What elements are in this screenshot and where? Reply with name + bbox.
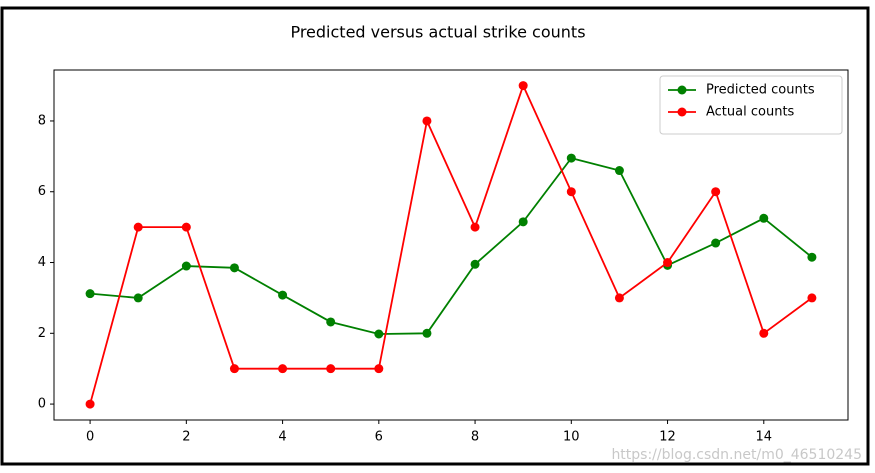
data-point <box>807 252 817 262</box>
legend-label: Actual counts <box>706 105 795 120</box>
data-point <box>181 222 191 232</box>
plot-area <box>53 69 849 421</box>
data-point <box>470 222 480 232</box>
y-tick-label: 4 <box>38 255 46 270</box>
data-point <box>663 258 673 268</box>
data-point <box>229 364 239 374</box>
data-point <box>566 187 576 197</box>
data-point <box>470 259 480 269</box>
x-tick-label: 14 <box>756 430 773 445</box>
x-tick-label: 10 <box>563 430 580 445</box>
data-point <box>85 399 95 409</box>
legend-box <box>659 75 843 135</box>
chart-title: Predicted versus actual strike counts <box>290 23 585 42</box>
x-tick-label: 12 <box>659 430 676 445</box>
data-point <box>614 166 624 176</box>
x-tick-label: 0 <box>86 430 94 445</box>
data-point <box>85 289 95 299</box>
frame <box>0 6 870 466</box>
data-point <box>807 293 817 303</box>
data-point <box>614 293 624 303</box>
data-point <box>422 116 432 126</box>
data-point <box>422 328 432 338</box>
data-point <box>759 213 769 223</box>
x-tick-label: 8 <box>471 430 479 445</box>
data-point <box>518 217 528 227</box>
data-point <box>181 261 191 271</box>
x-tick-label: 4 <box>278 430 286 445</box>
data-point <box>711 238 721 248</box>
data-point <box>759 328 769 338</box>
data-point <box>133 293 143 303</box>
data-point <box>374 329 384 339</box>
data-point <box>711 187 721 197</box>
legend-marker <box>677 85 687 95</box>
data-point <box>326 317 336 327</box>
y-tick-label: 2 <box>38 326 46 341</box>
data-point <box>133 222 143 232</box>
watermark: https://blog.csdn.net/m0_46510245 <box>611 447 862 463</box>
data-point <box>278 364 288 374</box>
legend-marker <box>677 107 687 117</box>
series-line <box>89 83 813 405</box>
legend-label: Predicted counts <box>706 83 815 98</box>
data-point <box>374 364 384 374</box>
data-point <box>229 263 239 273</box>
series-line <box>90 157 813 335</box>
x-tick-label: 2 <box>182 430 190 445</box>
data-point <box>566 153 576 163</box>
data-point <box>518 81 528 91</box>
x-tick-label: 6 <box>375 430 383 445</box>
data-point <box>326 364 336 374</box>
y-tick-label: 8 <box>38 113 46 128</box>
y-tick-label: 0 <box>38 397 46 412</box>
y-tick-label: 6 <box>38 184 46 199</box>
data-point <box>278 290 288 300</box>
